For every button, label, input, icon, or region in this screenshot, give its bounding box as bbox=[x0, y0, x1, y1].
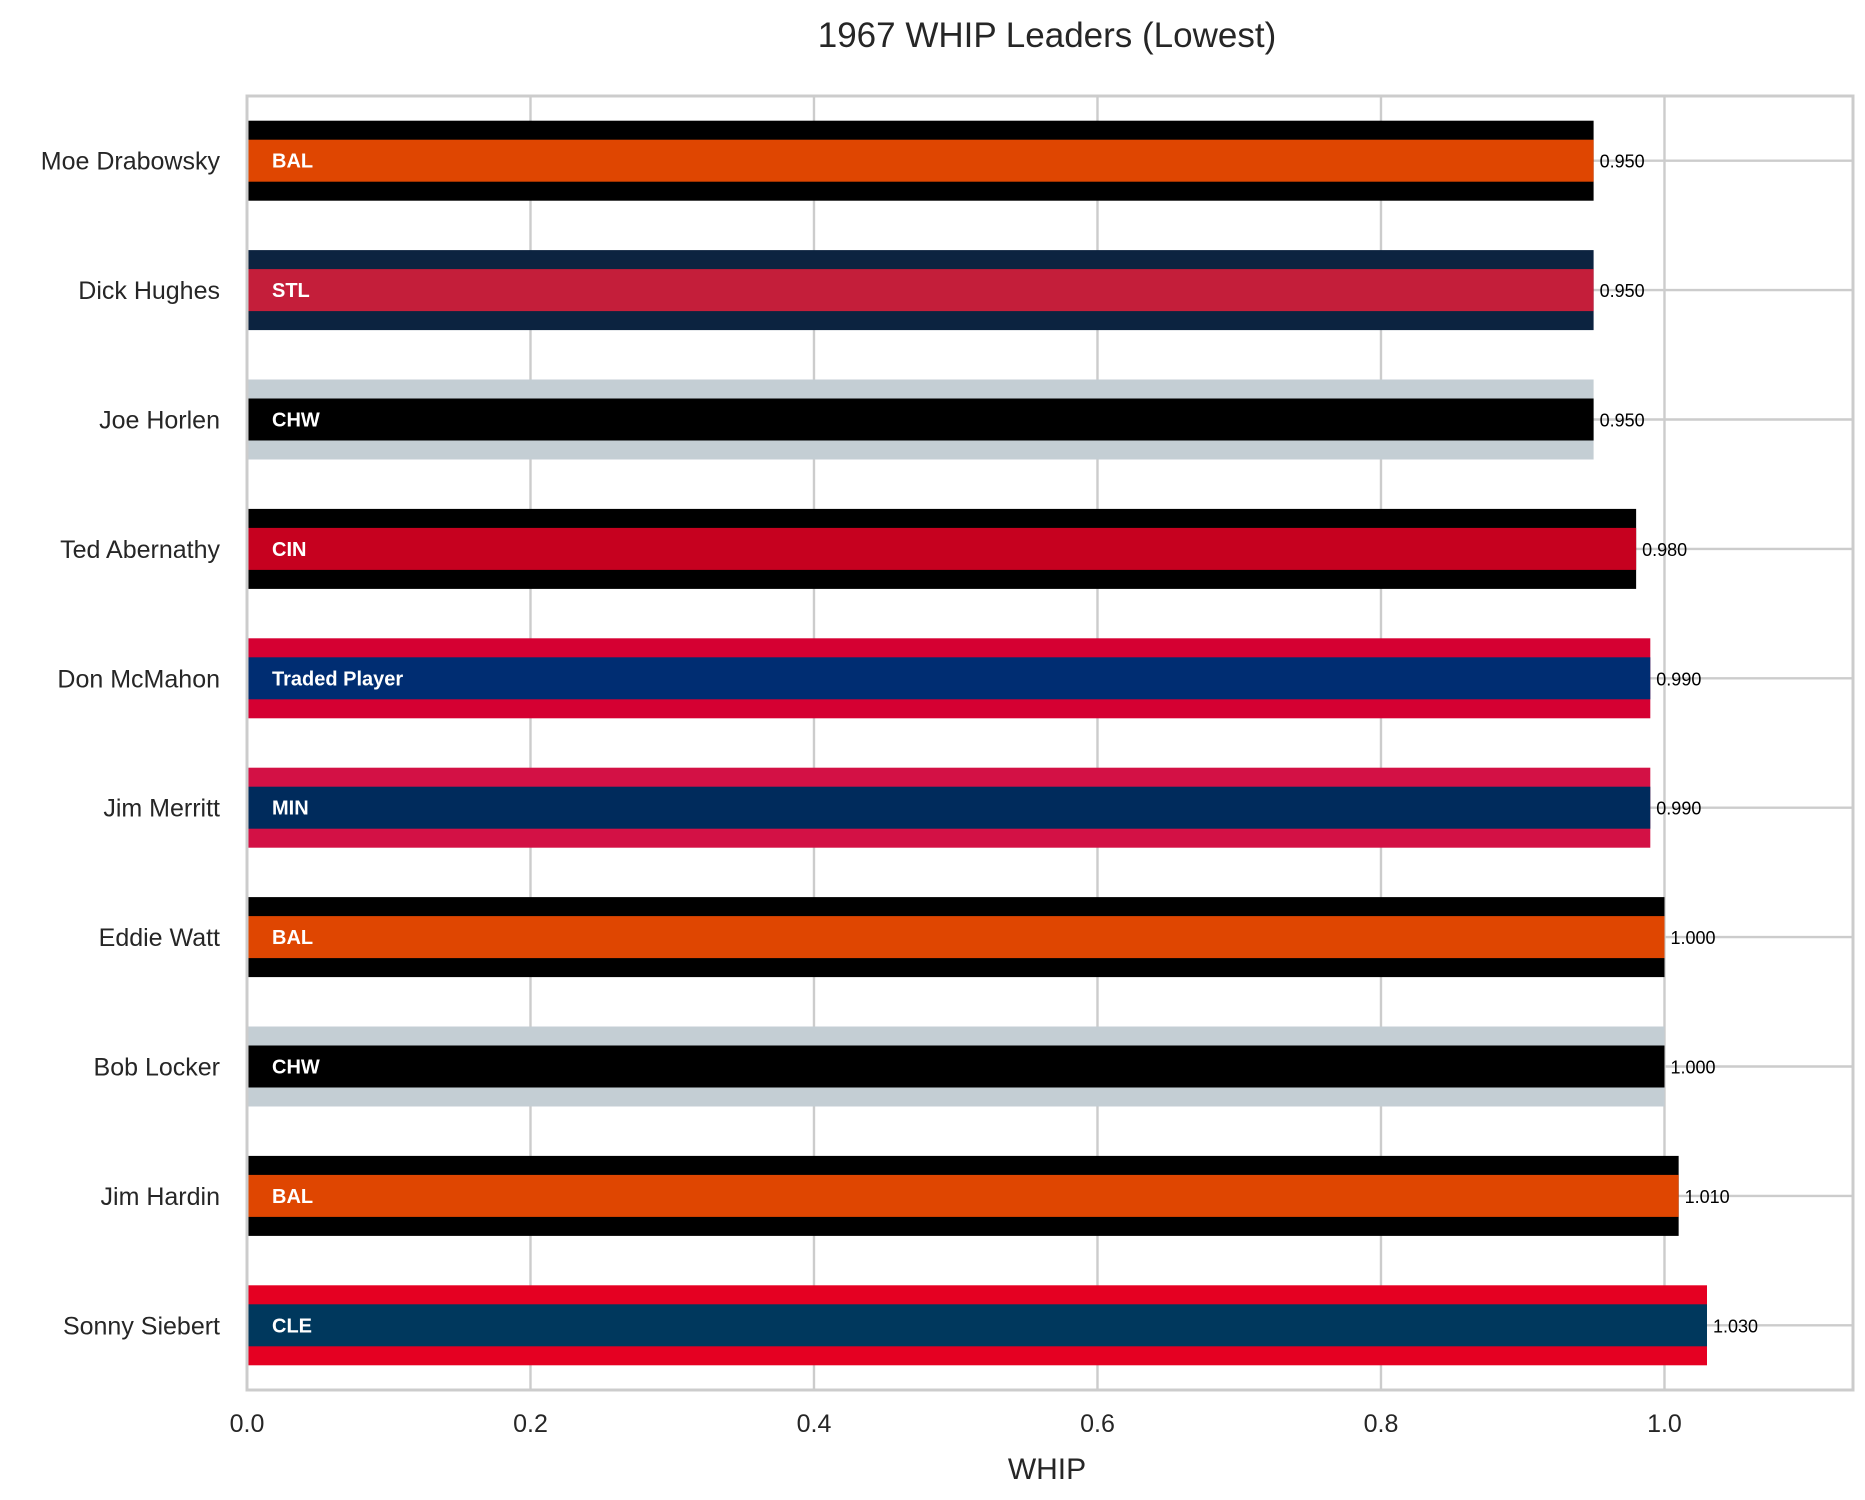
x-tick-label: 0.4 bbox=[797, 1410, 832, 1438]
x-axis-label: WHIP bbox=[1008, 1453, 1086, 1486]
team-label: BAL bbox=[272, 927, 313, 949]
bar bbox=[247, 1304, 1707, 1347]
x-tick-label: 0.0 bbox=[230, 1410, 265, 1438]
bar bbox=[247, 269, 1594, 312]
value-label: 1.000 bbox=[1670, 1058, 1715, 1078]
y-tick-label: Jim Merritt bbox=[103, 795, 220, 823]
value-label: 1.010 bbox=[1685, 1187, 1730, 1207]
team-label: Traded Player bbox=[272, 668, 403, 690]
bar bbox=[247, 657, 1651, 700]
bar bbox=[247, 139, 1594, 182]
value-label: 1.030 bbox=[1713, 1316, 1758, 1336]
y-tick-label: Ted Abernathy bbox=[60, 536, 220, 564]
plot-frame bbox=[245, 94, 1855, 1392]
value-label: 0.990 bbox=[1656, 669, 1701, 689]
value-label: 0.950 bbox=[1600, 411, 1645, 431]
value-label: 0.950 bbox=[1600, 152, 1645, 172]
x-tick-label: 0.8 bbox=[1364, 1410, 1399, 1438]
y-tick-label: Bob Locker bbox=[94, 1054, 220, 1082]
team-label: MIN bbox=[272, 798, 309, 820]
bar bbox=[247, 398, 1594, 441]
team-label: CLE bbox=[272, 1315, 312, 1337]
team-label: CHW bbox=[272, 1057, 320, 1079]
value-label: 0.950 bbox=[1600, 281, 1645, 301]
value-label: 0.990 bbox=[1656, 799, 1701, 819]
x-tick-label: 1.0 bbox=[1647, 1410, 1682, 1438]
team-label: CIN bbox=[272, 539, 306, 561]
y-tick-label: Dick Hughes bbox=[78, 277, 220, 305]
team-label: CHW bbox=[272, 410, 320, 432]
y-tick-label: Jim Hardin bbox=[101, 1183, 220, 1211]
x-tick-label: 0.6 bbox=[1080, 1410, 1115, 1438]
x-tick-label: 0.2 bbox=[513, 1410, 548, 1438]
value-label: 1.000 bbox=[1670, 928, 1715, 948]
bar bbox=[247, 527, 1637, 570]
team-label: STL bbox=[272, 280, 310, 302]
team-label: BAL bbox=[272, 1186, 313, 1208]
y-tick-label: Don McMahon bbox=[57, 665, 220, 693]
y-tick-label: Eddie Watt bbox=[99, 924, 220, 952]
bar bbox=[247, 786, 1651, 829]
bar bbox=[247, 916, 1665, 959]
team-label: BAL bbox=[272, 151, 313, 173]
y-tick-label: Sonny Siebert bbox=[63, 1312, 220, 1340]
plot-area: 0.0 0.2 0.4 0.6 0.8 1.0 BAL 0.950 Moe Drabowsky S… bbox=[41, 94, 1855, 1438]
chart-title: 1967 WHIP Leaders (Lowest) bbox=[818, 16, 1276, 55]
y-tick-label: Joe Horlen bbox=[99, 407, 220, 435]
value-label: 0.980 bbox=[1642, 540, 1687, 560]
bar bbox=[247, 1045, 1665, 1088]
bar bbox=[247, 1174, 1679, 1217]
y-tick-label: Moe Drabowsky bbox=[41, 148, 221, 176]
